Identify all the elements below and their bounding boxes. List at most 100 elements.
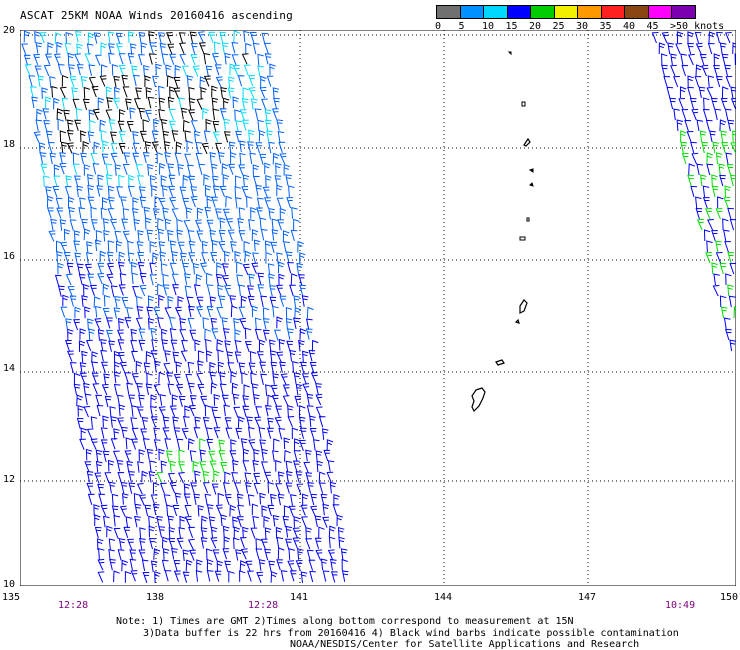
wind-barb [45,96,52,109]
wind-barb [309,415,316,428]
wind-barb [169,328,177,340]
wind-barb [337,527,345,539]
wind-barb [254,416,261,428]
wind-barb [150,494,158,506]
wind-barb [233,526,241,539]
wind-barb [297,240,304,253]
wind-barb [113,86,121,99]
wind-barb [206,305,214,318]
wind-barb [182,174,190,187]
wind-barb [209,460,217,472]
wind-barb [686,131,694,143]
wind-barb [727,207,734,220]
wind-barb [243,30,250,43]
wind-barb [715,240,722,253]
wind-barb [68,196,75,209]
island-small-4 [528,168,534,173]
wind-barb [316,460,324,473]
legend-swatch [647,5,672,19]
wind-barb [91,351,98,363]
wind-barb [277,547,285,560]
wind-barb [165,64,172,77]
wind-barb [702,108,710,121]
wind-barb [206,195,213,208]
wind-barb [108,119,116,131]
wind-barb [309,361,317,373]
wind-barb [221,394,229,406]
wind-barb [138,339,146,351]
wind-barb [140,428,147,440]
wind-barb [235,130,242,143]
wind-barb [254,108,262,120]
wind-barb [687,175,694,187]
wind-barb [132,197,139,209]
wind-barb [87,318,94,331]
wind-barb [217,361,225,374]
wind-barb [139,538,146,550]
wind-barb [272,514,280,527]
wind-barb [252,42,260,55]
wind-barb [138,494,146,506]
wind-barb [305,527,312,539]
wind-barb [69,362,77,374]
wind-barb [184,285,192,297]
wind-barb [259,492,266,505]
wind-barb [732,42,736,55]
wind-barb [204,206,212,219]
wind-barb [102,218,110,230]
wind-barb [153,306,161,319]
wind-barb [142,152,150,164]
wind-barb [294,395,302,408]
wind-barb [231,54,239,66]
wind-barb [241,98,249,110]
wind-barb [127,31,135,43]
wind-barb [86,252,93,264]
wind-barb [117,351,125,364]
wind-barb [177,296,184,308]
wind-barb [81,295,88,307]
wind-barb [93,296,101,308]
wind-barb [262,318,270,330]
wind-barb [83,86,91,99]
wind-barb [131,65,138,77]
wind-barb [138,31,146,44]
wind-barb [162,536,169,549]
wind-barb [268,273,275,286]
wind-barb [299,328,307,340]
wind-barb [310,493,318,506]
wind-barb [246,195,253,208]
wind-barb [261,448,268,461]
wind-barb [298,405,306,417]
wind-barb [323,449,331,461]
wind-barb [182,416,190,428]
wind-barb [132,285,139,298]
wind-barb [161,328,168,341]
wind-barb [134,503,142,516]
wind-barb [126,307,133,319]
wind-barb [695,64,703,77]
wind-barb [174,492,182,505]
wind-barb [663,75,671,88]
wind-barb [167,473,175,485]
wind-barb [279,361,286,373]
wind-barb [189,450,197,462]
wind-barb [169,405,177,417]
wind-barb [40,163,48,175]
wind-barb [187,438,195,450]
wind-barb [178,395,186,408]
wind-barb [192,262,200,275]
wind-barb [137,229,144,242]
wind-barb [41,87,48,99]
wind-barb [172,351,180,363]
wind-barb [265,175,272,187]
wind-barb [126,460,133,473]
wind-barb [119,505,127,517]
wind-barb [223,97,230,110]
wind-swath-left [21,30,349,584]
wind-barb [206,284,214,296]
wind-barb [150,394,157,407]
wind-barb [210,252,217,264]
wind-barb [137,175,144,187]
wind-barb [102,415,109,428]
wind-barb [107,52,115,65]
